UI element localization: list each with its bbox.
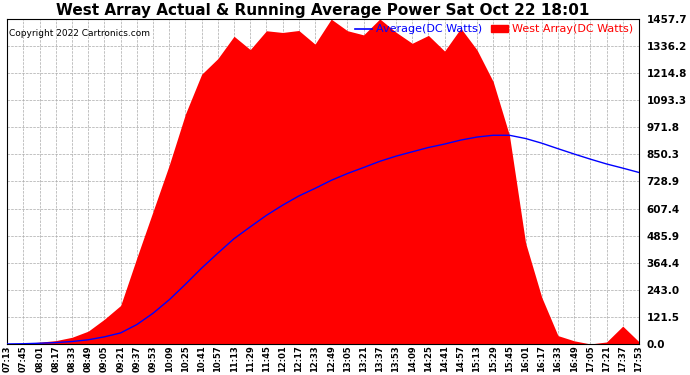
Legend: Average(DC Watts), West Array(DC Watts): Average(DC Watts), West Array(DC Watts) xyxy=(355,24,633,34)
Title: West Array Actual & Running Average Power Sat Oct 22 18:01: West Array Actual & Running Average Powe… xyxy=(57,3,590,18)
Text: Copyright 2022 Cartronics.com: Copyright 2022 Cartronics.com xyxy=(8,29,150,38)
